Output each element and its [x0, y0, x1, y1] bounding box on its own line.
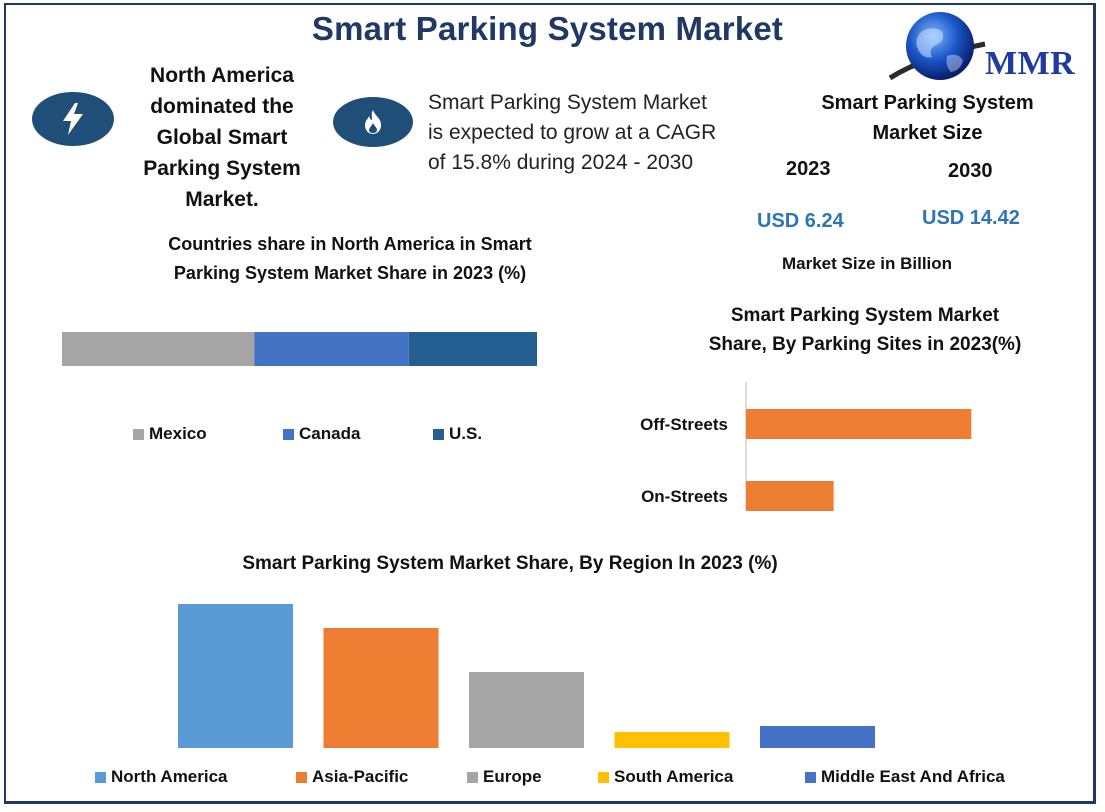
legend-item-north-america: North America — [95, 767, 228, 787]
countries-stacked-bar-chart — [62, 332, 537, 366]
market-value-2023: USD 6.24 — [757, 210, 844, 232]
legend-swatch-south-america — [598, 771, 609, 783]
headline-line: Parking System — [143, 157, 301, 180]
stacked-segment-u-s — [408, 332, 537, 366]
bar-europe — [469, 672, 584, 748]
countries-chart-title: Countries share in North America in Smar… — [100, 230, 600, 288]
region-bar-chart — [178, 604, 875, 748]
year-2030-label: 2030 — [948, 160, 993, 182]
market-size-title-line: Market Size — [872, 122, 983, 144]
bar-off-streets — [746, 409, 972, 439]
page-title: Smart Parking System Market — [311, 10, 784, 47]
category-label: Off-Streets — [640, 415, 728, 434]
legend-swatch-asia-pacific — [296, 771, 307, 783]
cagr-line: of 15.8% during 2024 - 2030 — [428, 151, 694, 174]
legend-item-canada: Canada — [283, 424, 360, 444]
parking-sites-chart-title: Smart Parking System Market Share, By Pa… — [660, 301, 1070, 359]
legend-swatch-europe — [467, 771, 478, 783]
stacked-segment-mexico — [62, 332, 255, 366]
legend-item-europe: Europe — [467, 767, 542, 787]
legend-label: North America — [111, 767, 228, 786]
headline-line: Market. — [185, 188, 259, 211]
legend-swatch-canada — [283, 428, 294, 440]
countries-chart-title-line: Countries share in North America in Smar… — [168, 234, 532, 254]
legend-label: Middle East And Africa — [821, 767, 1005, 786]
headline-line: North America — [150, 64, 294, 87]
market-size-title-line: Smart Parking System — [821, 92, 1034, 114]
countries-chart-title-line: Parking System Market Share in 2023 (%) — [173, 263, 527, 283]
lightning-bolt-icon — [32, 92, 114, 146]
legend-item-south-america: South America — [598, 767, 733, 787]
region-chart-title: Smart Parking System Market Share, By Re… — [242, 553, 778, 574]
legend-label: Asia-Pacific — [312, 767, 409, 786]
bar-middle-east-and-africa — [760, 726, 875, 748]
legend-label: Europe — [483, 767, 542, 786]
legend-label: Canada — [299, 424, 361, 443]
headline-line: Global Smart — [156, 126, 288, 149]
year-2023-label: 2023 — [786, 158, 831, 180]
cagr-line: Smart Parking System Market — [428, 91, 707, 114]
bar-south-america — [614, 732, 730, 748]
stacked-segment-canada — [254, 332, 409, 366]
bar-on-streets — [746, 481, 834, 511]
bar-asia-pacific — [323, 628, 439, 748]
cagr-line: is expected to grow at a CAGR — [428, 121, 717, 144]
parking-sites-chart-title-line: Share, By Parking Sites in 2023(%) — [708, 334, 1022, 355]
market-size-unit: Market Size in Billion — [782, 254, 953, 273]
logo — [885, 8, 1095, 88]
legend-swatch-north-america — [95, 771, 106, 783]
legend-swatch-mexico — [133, 428, 144, 440]
headline-text: North America dominated the Global Smart… — [132, 60, 312, 215]
category-label: On-Streets — [641, 487, 728, 506]
legend-label: U.S. — [449, 424, 483, 443]
market-value-2030: USD 14.42 — [922, 207, 1020, 229]
market-size-title: Smart Parking System Market Size — [790, 88, 1065, 148]
cagr-text: Smart Parking System Market is expected … — [428, 88, 768, 178]
legend-item-us: U.S. — [433, 424, 482, 444]
logo-text: MMR — [985, 45, 1076, 82]
flame-icon — [333, 97, 413, 147]
headline-line: dominated the — [150, 95, 294, 118]
legend-label: Mexico — [149, 424, 207, 443]
legend-item-asia-pacific: Asia-Pacific — [296, 767, 408, 787]
legend-swatch-middle-east-africa — [805, 771, 816, 783]
infographic-frame — [4, 3, 1096, 804]
parking-sites-chart-title-line: Smart Parking System Market — [730, 305, 1000, 326]
bar-north-america — [178, 604, 293, 748]
legend-item-middle-east-africa: Middle East And Africa — [805, 767, 1005, 787]
legend-swatch-us — [433, 428, 444, 440]
legend-label: South America — [614, 767, 734, 786]
legend-item-mexico: Mexico — [133, 424, 207, 444]
parking-sites-bar-chart: Off-Streets On-Streets — [640, 382, 972, 511]
globe-logo-icon — [888, 12, 986, 81]
